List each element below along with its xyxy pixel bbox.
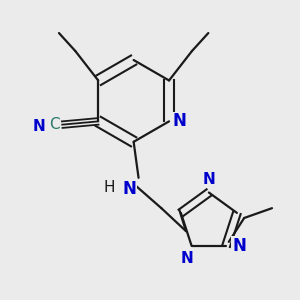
Text: N: N (173, 112, 187, 130)
Text: N: N (33, 119, 46, 134)
Text: N: N (180, 251, 193, 266)
Text: N: N (202, 172, 215, 187)
Text: N: N (232, 237, 246, 255)
Text: N: N (122, 180, 136, 198)
Text: H: H (103, 180, 115, 195)
Text: C: C (49, 117, 60, 132)
